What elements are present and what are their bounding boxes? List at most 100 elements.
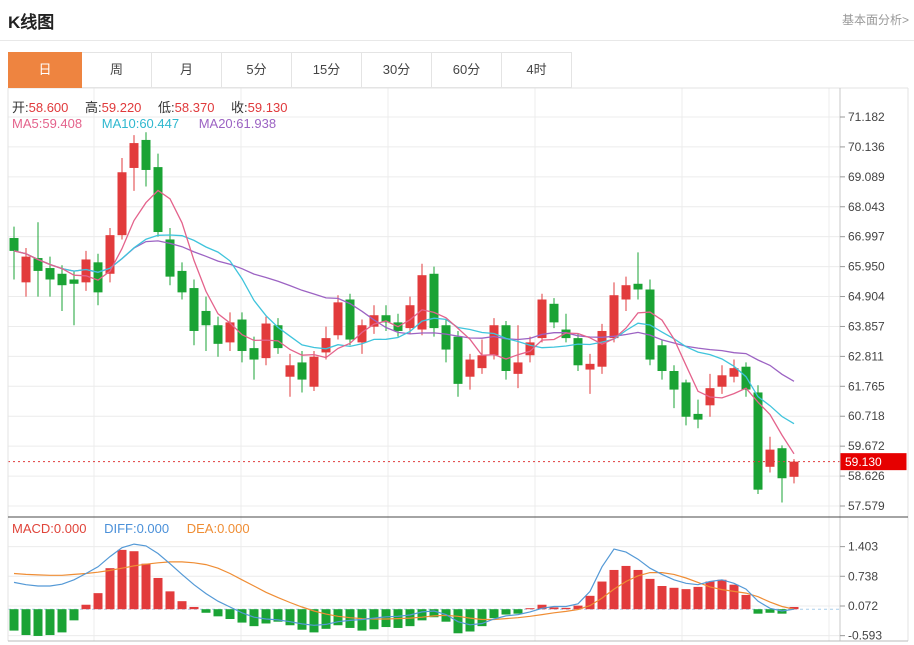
candle-body	[345, 299, 355, 340]
candle-body	[633, 283, 643, 290]
axis-labels: 71.182 70.136 69.089 68.043 66.997 65.950 64.9…	[840, 110, 885, 643]
macd-bar	[105, 568, 115, 610]
candle-body	[549, 303, 559, 323]
ma10-line	[13, 234, 795, 425]
macd-bar	[765, 609, 775, 613]
last-price-flag	[840, 453, 907, 471]
tick-label: 61.765	[848, 379, 885, 393]
macd-bar	[153, 577, 163, 610]
macd-bar	[681, 589, 691, 610]
candle-body	[561, 329, 571, 339]
tick-label: 63.857	[848, 319, 885, 333]
last-price-flag-text: 59.130	[845, 455, 882, 469]
candle-body	[429, 273, 439, 329]
macd-bar	[117, 549, 127, 610]
ma10-label: MA10:	[101, 116, 140, 131]
tick-label: 64.904	[848, 290, 885, 304]
tab-15分[interactable]: 15分	[292, 52, 362, 88]
ohlc-header: 开:58.600 高:59.220 低:58.370 收:59.130	[12, 97, 300, 116]
macd-bar	[501, 609, 511, 615]
macd-bar	[309, 609, 319, 633]
candle-body	[729, 368, 739, 377]
candle-body	[681, 382, 691, 417]
macd-bar	[597, 581, 607, 610]
tick-label: 57.579	[848, 499, 885, 513]
macd-bar	[285, 609, 295, 626]
candle-body	[693, 413, 703, 420]
diff-label: DIFF:	[104, 521, 137, 536]
macd-bar	[753, 609, 763, 614]
open-value: 58.600	[28, 100, 69, 115]
candle-body	[765, 449, 775, 467]
candle-body	[225, 322, 235, 343]
candle-body	[657, 345, 667, 371]
macd-bar	[465, 609, 475, 632]
macd-bar	[225, 609, 235, 620]
candle-body	[357, 325, 367, 343]
tab-60分[interactable]: 60分	[432, 52, 502, 88]
candle-body	[9, 238, 19, 251]
candle-body	[129, 143, 139, 168]
candle-body	[753, 392, 763, 490]
candle-body	[273, 325, 283, 349]
macd-bar	[573, 605, 583, 610]
tab-4时[interactable]: 4时	[502, 52, 572, 88]
macd-bar	[21, 609, 31, 636]
macd-bar	[477, 609, 487, 627]
tab-周[interactable]: 周	[82, 52, 152, 88]
candle-body	[21, 256, 31, 283]
tick-label: 0.738	[848, 569, 878, 583]
tab-月[interactable]: 月	[152, 52, 222, 88]
candle-body	[297, 362, 307, 380]
high-value: 59.220	[101, 100, 142, 115]
candle-body	[717, 375, 727, 387]
macd-bar	[213, 609, 223, 617]
macd-bar	[165, 591, 175, 610]
close-label: 收:	[231, 100, 248, 115]
dea-label: DEA:	[186, 521, 218, 536]
macd-bar	[345, 609, 355, 628]
candle-body	[141, 139, 151, 170]
candle-body	[573, 338, 583, 366]
ma-header: MA5: 59.408 MA10: 60.447 MA20: 61.938	[12, 116, 276, 131]
low-label: 低:	[158, 100, 175, 115]
candle-body	[441, 325, 451, 350]
tick-label: 65.950	[848, 260, 885, 274]
macd-value: 0.000	[53, 521, 87, 536]
macd-header: MACD:0.000 DIFF:0.000 DEA:0.000	[12, 521, 250, 536]
tick-label: 71.182	[848, 110, 885, 124]
macd-bar	[333, 609, 343, 626]
ma5-label: MA5:	[12, 116, 43, 131]
candle-body	[501, 325, 511, 371]
tick-label: 68.043	[848, 200, 885, 214]
tick-label: 0.072	[848, 599, 878, 613]
candle-body	[405, 305, 415, 329]
macd-bar	[33, 609, 43, 636]
macd-bar	[201, 609, 211, 613]
macd-bar	[129, 551, 139, 610]
candle-body	[69, 279, 79, 284]
macd-bar	[189, 606, 199, 610]
candle-body	[741, 366, 751, 390]
candle-body	[609, 295, 619, 339]
candle-body	[525, 342, 535, 356]
macd-bar	[657, 586, 667, 610]
fundamental-analysis-link[interactable]: 基本面分析>	[841, 13, 909, 27]
ma5-value: 59.408	[42, 116, 83, 131]
candle-body	[189, 288, 199, 331]
candle-body	[381, 315, 391, 323]
macd-label: MACD:	[12, 521, 54, 536]
candle-body	[453, 336, 463, 384]
candle-body	[45, 268, 55, 280]
candle-body	[417, 275, 427, 330]
tab-5分[interactable]: 5分	[222, 52, 292, 88]
ma20-line	[13, 240, 795, 382]
macd-bar	[513, 609, 523, 614]
tab-30分[interactable]: 30分	[362, 52, 432, 88]
candle-body	[153, 167, 163, 233]
tab-日[interactable]: 日	[8, 52, 82, 88]
candle-body	[165, 239, 175, 277]
macd-bar	[537, 604, 547, 610]
candle-body	[105, 235, 115, 274]
